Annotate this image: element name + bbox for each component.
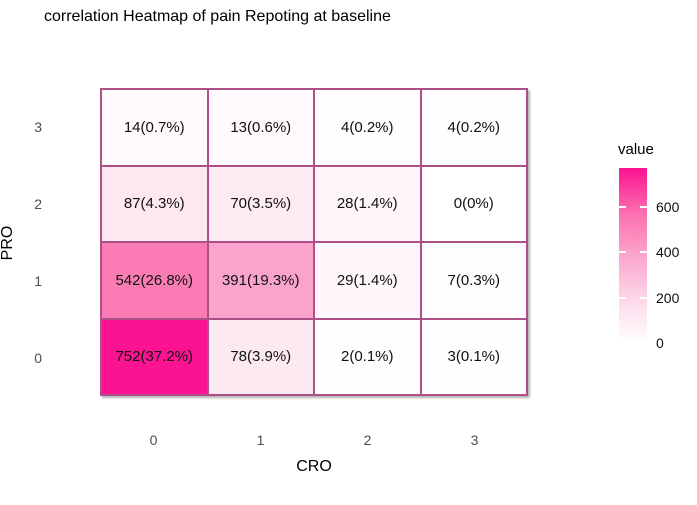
heatmap-cell: 78(3.9%) — [208, 319, 313, 394]
heatmap-cell: 28(1.4%) — [315, 166, 420, 241]
y-tick-label: 0 — [34, 349, 42, 366]
heatmap-cell: 14(0.7%) — [102, 90, 207, 165]
legend-tick-notch — [640, 296, 647, 299]
legend-title: value — [618, 141, 654, 158]
heatmap-cell: 752(37.2%) — [102, 319, 207, 394]
legend-tick-notch — [640, 251, 647, 254]
heatmap-cell: 29(1.4%) — [315, 243, 420, 318]
heatmap-cell: 542(26.8%) — [102, 243, 207, 318]
legend-tick-label: 400 — [656, 244, 680, 261]
heatmap-cell: 4(0.2%) — [421, 90, 526, 165]
y-tick-label: 2 — [34, 195, 42, 212]
heatmap-cell: 4(0.2%) — [315, 90, 420, 165]
legend-tick-notch — [640, 205, 647, 208]
legend-gradient-bar — [619, 168, 647, 343]
y-tick-label: 1 — [34, 272, 42, 289]
x-tick-label: 3 — [470, 432, 479, 448]
heatmap-cell: 3(0.1%) — [421, 319, 526, 394]
heatmap-cell: 13(0.6%) — [208, 90, 313, 165]
y-tick-label: 3 — [34, 118, 42, 135]
heatmap-cell: 391(19.3%) — [208, 243, 313, 318]
x-tick-label: 1 — [256, 432, 265, 448]
legend-tick-label: 200 — [656, 289, 680, 306]
legend-tick-notch — [619, 296, 626, 299]
legend-tick-notch — [619, 205, 626, 208]
heatmap-cell: 7(0.3%) — [421, 243, 526, 318]
y-axis-title: PRO — [0, 225, 16, 261]
x-axis-title: CRO — [296, 458, 332, 475]
heatmap-cell: 2(0.1%) — [315, 319, 420, 394]
heatmap-cell: 0(0%) — [421, 166, 526, 241]
x-tick-label: 0 — [149, 432, 158, 448]
heatmap-cell: 70(3.5%) — [208, 166, 313, 241]
legend-tick-label: 600 — [656, 198, 680, 215]
heatmap-cell: 87(4.3%) — [102, 166, 207, 241]
heatmap-grid: 14(0.7%) 13(0.6%) 4(0.2%) 4(0.2%) 87(4.3%) 70… — [100, 88, 528, 396]
legend-tick-notch — [619, 251, 626, 254]
x-tick-label: 2 — [363, 432, 372, 448]
chart-title: correlation Heatmap of pain Repoting at … — [44, 8, 391, 25]
legend-tick-label: 0 — [656, 335, 664, 351]
